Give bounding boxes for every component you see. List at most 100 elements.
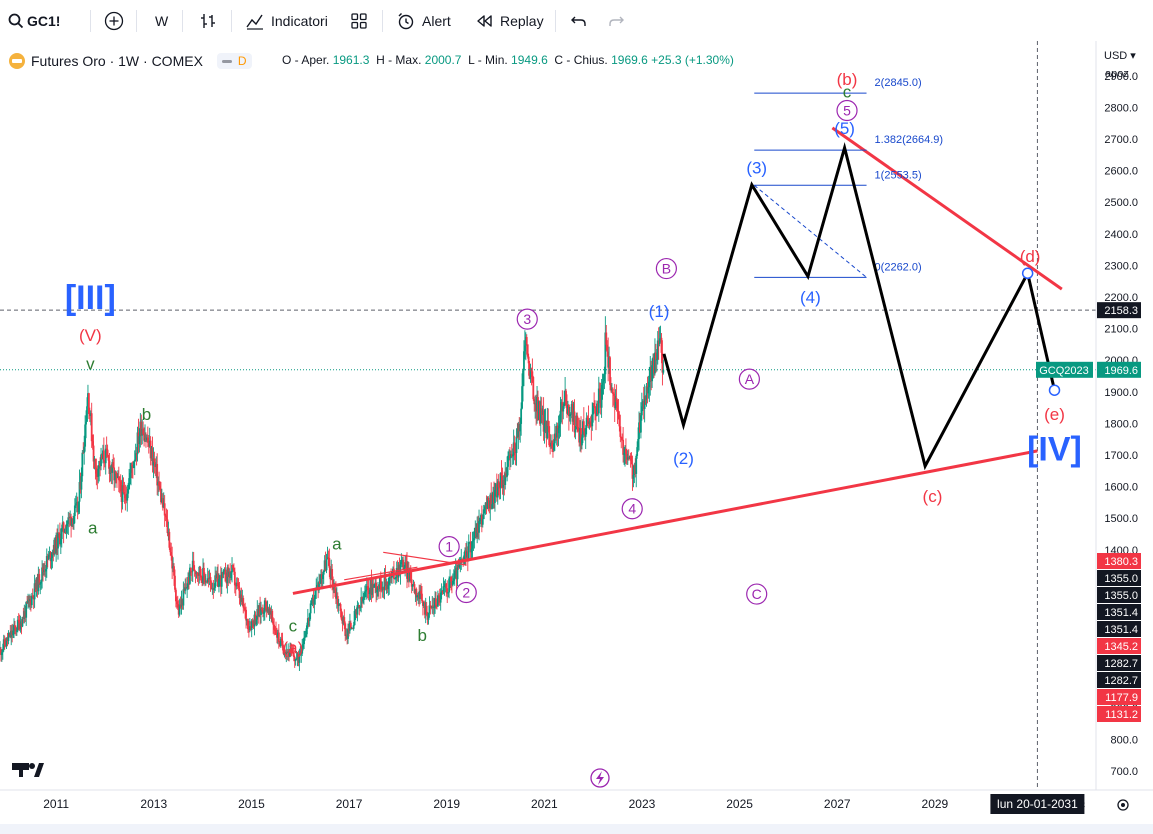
chart-type-button[interactable] <box>199 0 217 41</box>
candle-body <box>527 356 530 364</box>
price-badge-label: 1355.0 <box>1104 590 1138 602</box>
divider <box>382 10 383 32</box>
candle-body <box>501 475 504 488</box>
lightning-icon[interactable] <box>590 768 610 788</box>
candle-body <box>60 528 63 540</box>
currency-selector[interactable]: USD ▾ <box>1104 49 1136 62</box>
trendline[interactable] <box>383 551 467 566</box>
candle-body <box>90 413 93 442</box>
candle-body <box>262 610 264 614</box>
candle-body <box>124 494 127 499</box>
candle-body <box>494 484 497 491</box>
candle-body <box>128 478 131 489</box>
candle-body <box>96 473 99 477</box>
candle-body <box>245 609 247 621</box>
candle-body <box>144 438 146 441</box>
candle-body <box>220 572 223 587</box>
candle-body <box>504 473 507 485</box>
candle-body <box>543 423 546 432</box>
candle-body <box>362 598 364 602</box>
candle-body <box>4 644 7 647</box>
price-badge-label: 1380.3 <box>1104 556 1138 568</box>
candle-body <box>107 456 110 461</box>
candle-body <box>569 413 572 415</box>
compare-button[interactable] <box>104 0 124 41</box>
candle-body <box>412 584 415 586</box>
candle-body <box>152 458 155 466</box>
candle-body <box>276 634 278 638</box>
candle-body <box>115 471 117 474</box>
candle-body <box>146 437 149 443</box>
trendline[interactable] <box>344 566 418 581</box>
candle-body <box>647 387 650 394</box>
replay-label: Replay <box>500 12 544 29</box>
candle-body <box>149 440 152 459</box>
price-tick-label: 2900.0 <box>1104 71 1138 83</box>
projection-path[interactable] <box>662 142 1056 471</box>
candle-body <box>43 570 45 572</box>
candle-body <box>253 614 256 627</box>
candle-body <box>457 564 460 568</box>
candle-body <box>513 442 516 452</box>
candle-body <box>157 481 160 486</box>
redo-button[interactable] <box>607 0 625 41</box>
candle-body <box>440 590 443 593</box>
interval-button[interactable]: W <box>155 0 168 41</box>
candle-body <box>471 541 474 549</box>
candle-body <box>24 611 27 618</box>
candle-body <box>269 608 272 615</box>
alert-button[interactable]: Alert <box>396 0 451 41</box>
candle-body <box>499 472 502 488</box>
candle-body <box>418 593 421 599</box>
undo-button[interactable] <box>570 0 588 41</box>
candle-body <box>2 639 5 650</box>
indicators-button[interactable]: Indicatori <box>245 0 328 41</box>
candle-body <box>591 414 594 427</box>
replay-button[interactable]: Replay <box>476 0 544 41</box>
candle-body <box>207 578 210 580</box>
data-badge[interactable]: D <box>216 53 252 69</box>
projection-endpoint-handle[interactable] <box>1048 384 1061 396</box>
candle-body <box>189 567 191 584</box>
candle-body <box>20 623 23 627</box>
trendline[interactable] <box>831 126 1063 291</box>
candle-body <box>98 461 101 469</box>
symbol-search[interactable]: GC1! <box>8 0 60 41</box>
candle-body <box>436 595 439 607</box>
candle-body <box>290 648 292 650</box>
price-tick-label: 800.0 <box>1110 734 1138 746</box>
candle-body <box>161 498 164 508</box>
candle-body <box>445 583 448 589</box>
scale-mode-label[interactable]: apoz <box>1105 68 1129 80</box>
candle-body <box>474 527 477 539</box>
candle-body <box>224 569 227 582</box>
trendline[interactable] <box>292 449 1038 595</box>
candle-body <box>642 400 645 409</box>
candle-body <box>314 590 317 600</box>
candle-body <box>278 641 281 646</box>
candle-body <box>88 413 91 416</box>
alert-label: Alert <box>422 12 451 29</box>
wave-label: 3 <box>523 311 531 327</box>
candle-body <box>634 464 637 474</box>
candle-body <box>574 429 577 433</box>
candle-body <box>522 370 524 387</box>
settings-gear-icon[interactable] <box>1117 799 1129 811</box>
candle-body <box>47 554 50 560</box>
candle-body <box>363 597 365 599</box>
symbol-label: GC1! <box>27 12 61 29</box>
candle-body <box>570 404 573 414</box>
candle-body <box>526 344 529 357</box>
wave-label: C <box>752 586 762 602</box>
candle-body <box>182 589 185 606</box>
candle-body <box>70 516 73 526</box>
chart-area[interactable]: 2(2845.0) 1.382(2664.9) 1(2553.5) 0(2262.0)… <box>0 41 1153 824</box>
fib-level-label: 1(2553.5) <box>875 169 922 181</box>
candle-body <box>138 436 141 445</box>
candle-body <box>572 411 575 422</box>
layouts-button[interactable] <box>350 0 368 41</box>
candle-body <box>518 423 521 432</box>
projection-point-handle[interactable] <box>1021 267 1034 280</box>
wave-label: (b) <box>837 70 858 89</box>
wave-label: (c) <box>923 487 943 506</box>
